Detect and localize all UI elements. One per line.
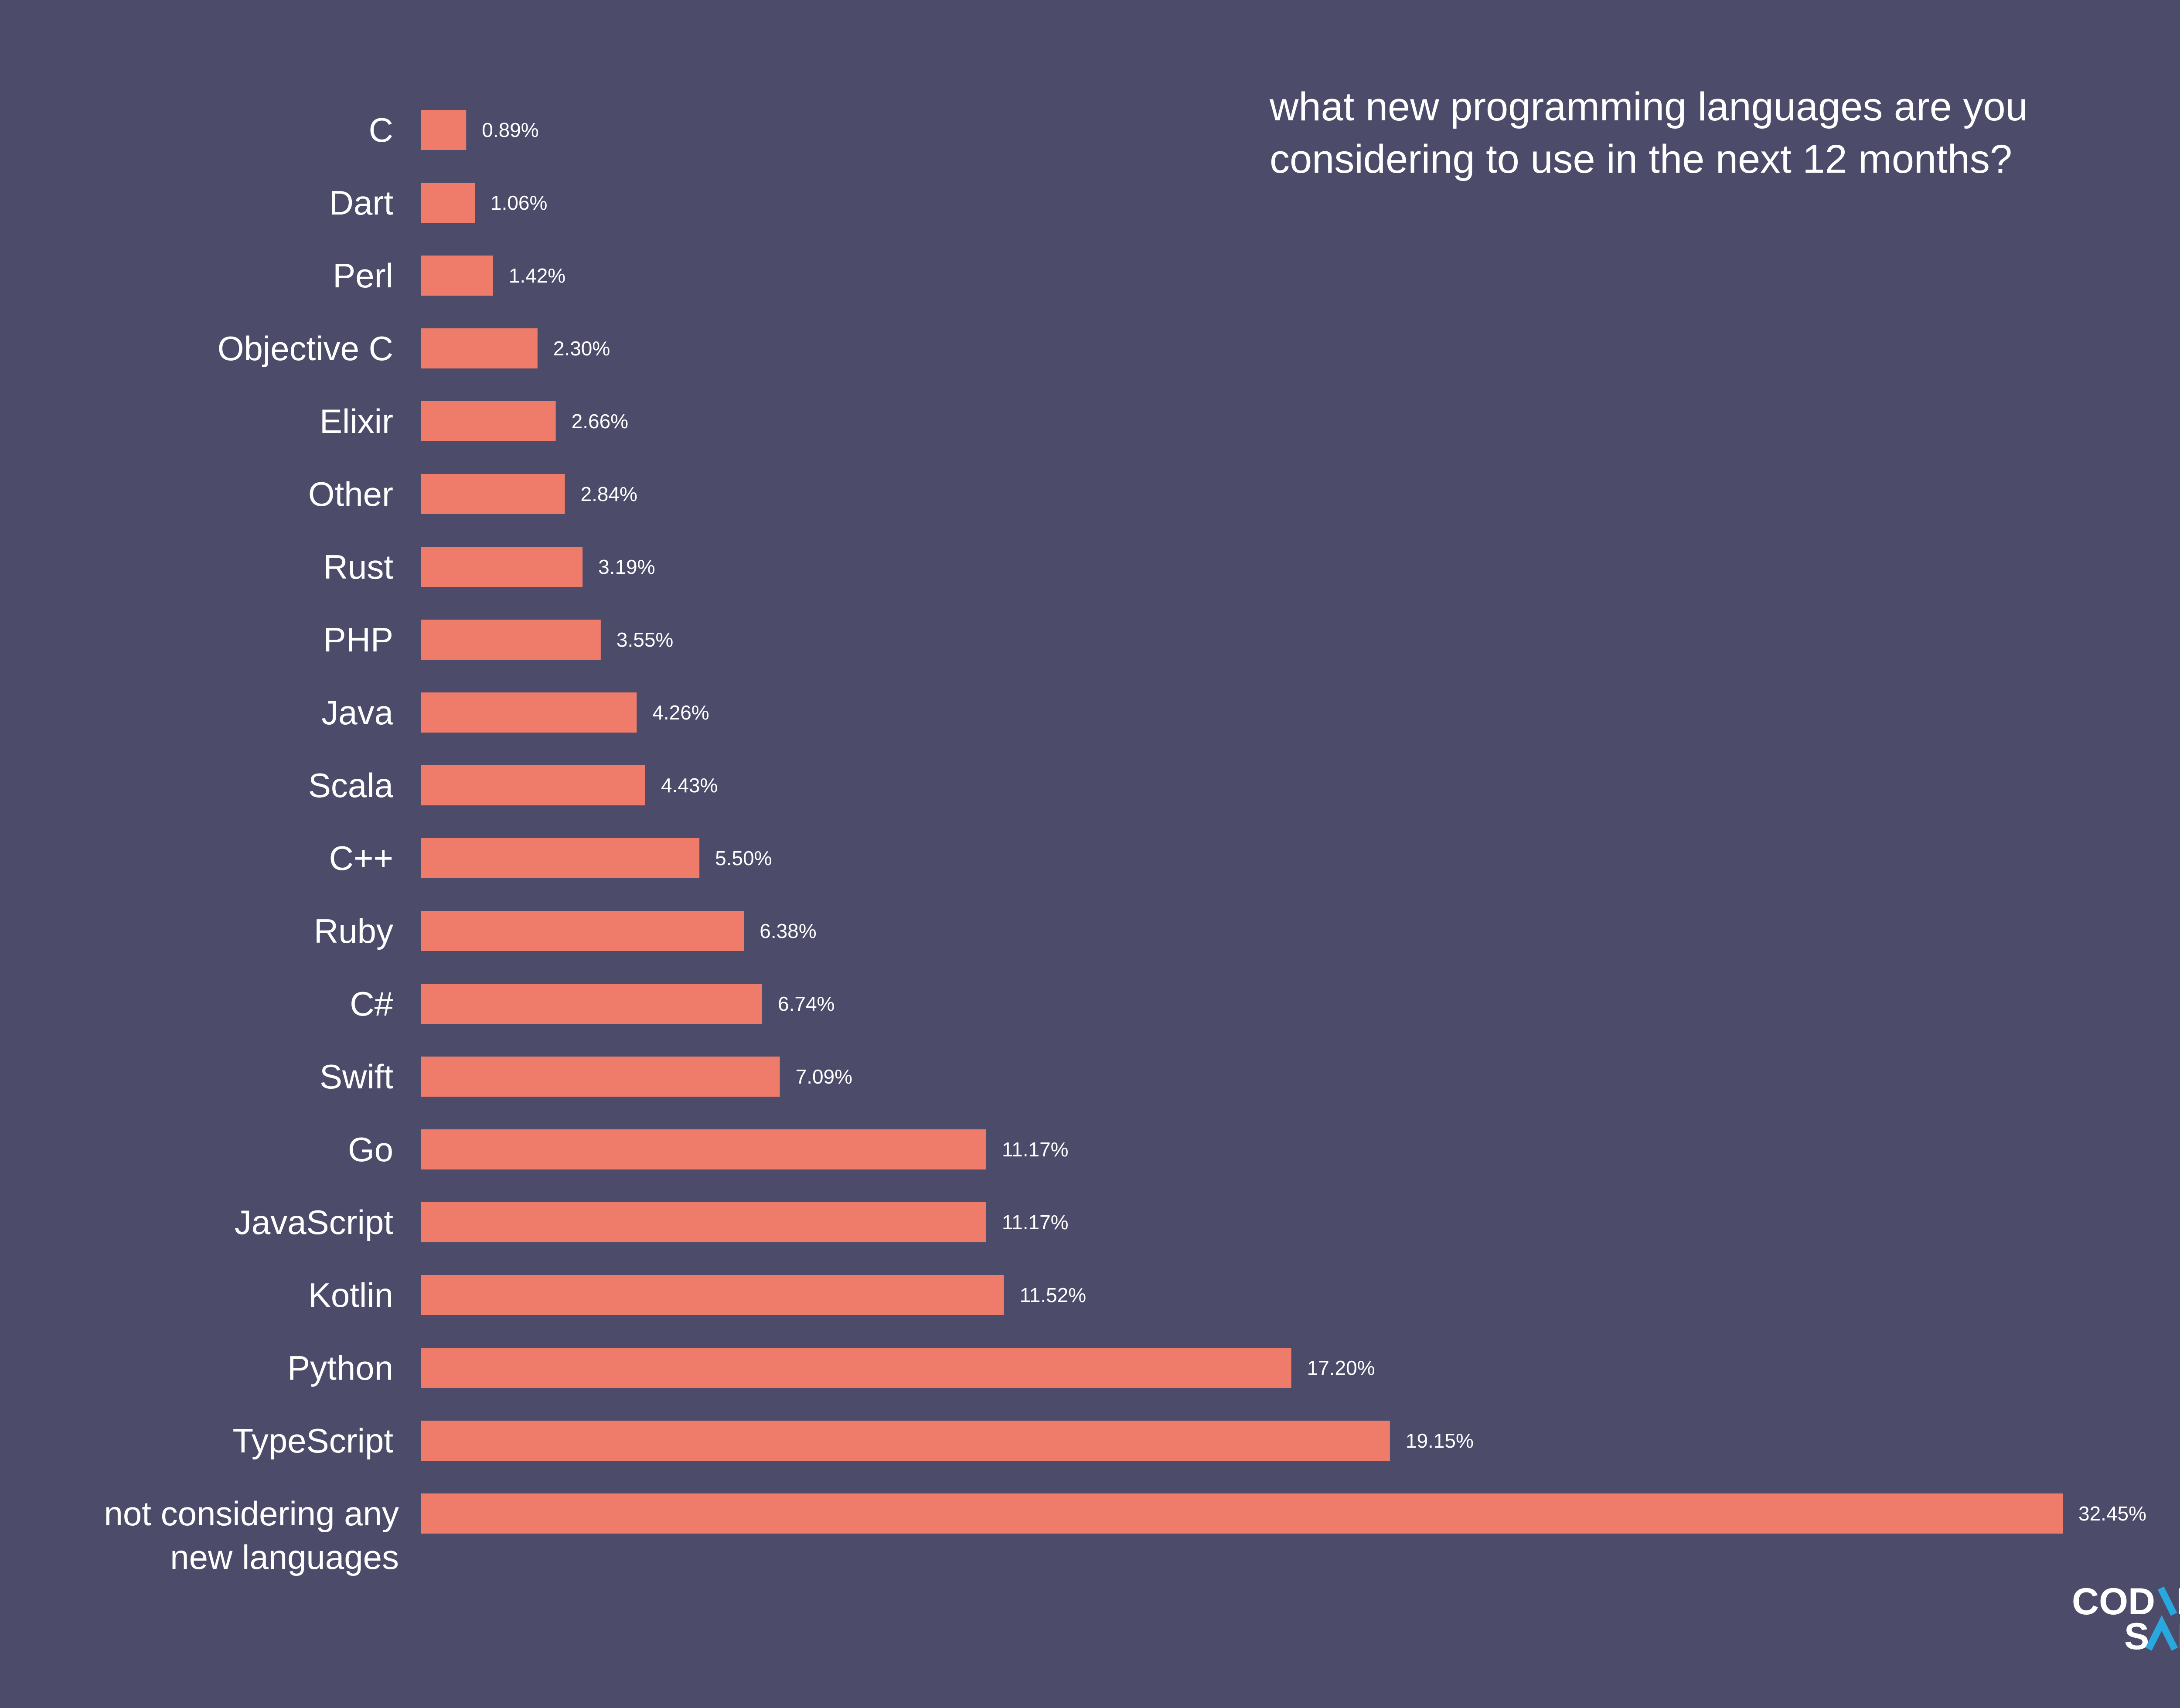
bar xyxy=(421,692,637,733)
bar xyxy=(421,1129,986,1169)
bar-value-label: 5.50% xyxy=(715,847,772,869)
category-label: C# xyxy=(350,985,393,1023)
category-label: Dart xyxy=(329,184,394,222)
logo-text-top-left: COD xyxy=(2072,1583,2155,1623)
bar xyxy=(421,328,538,368)
bar-value-label: 2.66% xyxy=(572,410,628,433)
bar-value-label: 32.45% xyxy=(2078,1502,2146,1525)
category-label: PHP xyxy=(324,620,393,659)
bar-value-label: 7.09% xyxy=(796,1065,852,1088)
bar-value-label: 19.15% xyxy=(1406,1429,1474,1452)
bar xyxy=(421,1057,780,1097)
category-label: Rust xyxy=(324,548,394,586)
logo-i-slash xyxy=(2157,1586,2177,1616)
category-label: C++ xyxy=(329,839,393,877)
logo-a-chevron xyxy=(2145,1615,2178,1651)
bar-value-label: 0.89% xyxy=(482,119,538,141)
category-label: C xyxy=(369,111,393,149)
bar xyxy=(421,110,467,150)
bar xyxy=(421,183,475,223)
category-label: Scala xyxy=(308,766,394,805)
chart-title: what new programming languages are you c… xyxy=(1270,81,2180,185)
category-label: Objective C xyxy=(218,329,393,368)
bar-value-label: 17.20% xyxy=(1307,1357,1375,1379)
category-label: JavaScript xyxy=(235,1203,393,1241)
category-label: Kotlin xyxy=(308,1276,393,1314)
bar xyxy=(421,911,744,951)
logo-text-bottom-left: S xyxy=(2124,1616,2149,1653)
bar xyxy=(421,256,493,296)
category-label: Perl xyxy=(333,256,393,295)
coding-sans-logo: COD NG S NS xyxy=(2072,1583,2180,1653)
bar xyxy=(421,547,583,587)
bar xyxy=(421,1275,1004,1315)
bar-value-label: 2.30% xyxy=(553,337,610,360)
bar-value-label: 11.17% xyxy=(1002,1211,1069,1234)
bar xyxy=(421,1202,986,1242)
category-label: Python xyxy=(287,1349,393,1387)
chart-title-line-1: what new programming languages are you xyxy=(1270,85,2028,129)
category-label: not considering any new languages xyxy=(104,1494,399,1576)
category-label: Other xyxy=(308,475,393,513)
bar xyxy=(421,401,556,441)
bar-value-label: 2.84% xyxy=(581,483,637,505)
bar xyxy=(421,474,565,514)
bar-value-label: 1.06% xyxy=(490,191,547,214)
bar xyxy=(421,1421,1390,1461)
category-label: Java xyxy=(321,693,393,732)
bar-value-label: 4.43% xyxy=(661,774,718,797)
category-label: Elixir xyxy=(320,402,393,440)
bar-value-label: 11.17% xyxy=(1002,1138,1069,1161)
bar-value-label: 11.52% xyxy=(1020,1284,1087,1306)
bar-value-label: 4.26% xyxy=(652,701,709,724)
bar xyxy=(421,984,763,1024)
category-label: TypeScript xyxy=(233,1422,394,1460)
bar-value-label: 6.74% xyxy=(778,992,835,1015)
bar-value-label: 1.42% xyxy=(509,264,565,287)
bar xyxy=(421,765,645,805)
category-label: Ruby xyxy=(314,912,393,950)
bar-value-label: 6.38% xyxy=(760,920,816,942)
bar xyxy=(421,1348,1291,1388)
chart-title-line-2: considering to use in the next 12 months… xyxy=(1270,137,2013,181)
category-label: Go xyxy=(348,1130,393,1169)
category-label: Swift xyxy=(320,1057,393,1096)
logo-text-bottom-right: NS xyxy=(2177,1616,2180,1653)
bar xyxy=(421,838,700,878)
bar xyxy=(421,1493,2063,1534)
bar xyxy=(421,620,601,660)
bar-value-label: 3.19% xyxy=(598,556,655,578)
logo-text-top-right: NG xyxy=(2177,1583,2180,1623)
bar-value-label: 3.55% xyxy=(617,628,673,651)
